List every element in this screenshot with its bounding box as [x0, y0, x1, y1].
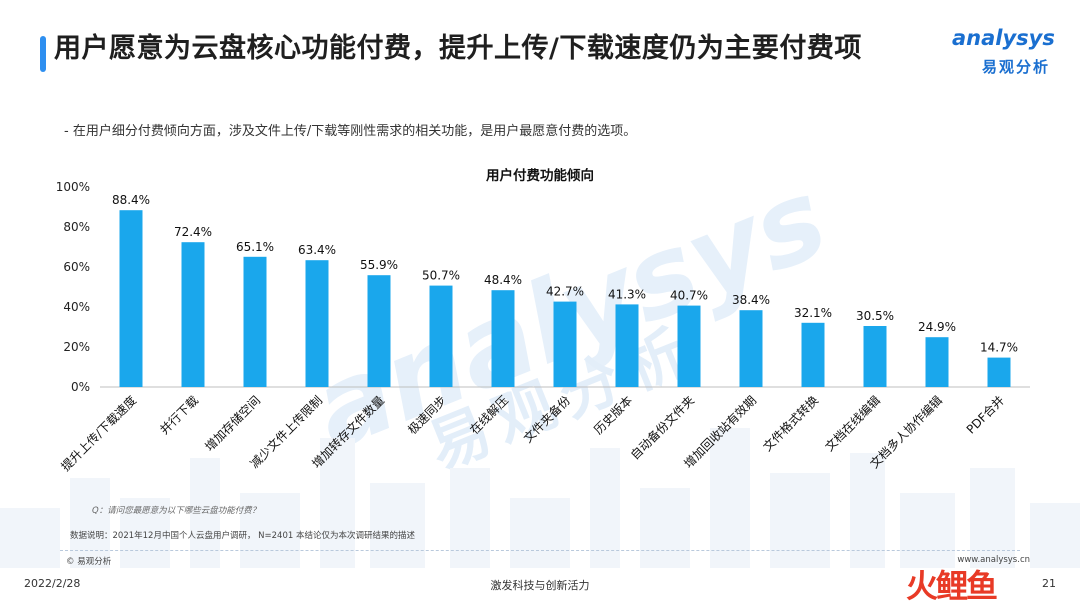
bar-value-label: 63.4% — [298, 243, 336, 257]
page-title: 用户愿意为云盘核心功能付费，提升上传/下载速度仍为主要付费项 — [54, 33, 862, 64]
bar — [739, 310, 763, 387]
bar-value-label: 42.7% — [546, 285, 584, 299]
summary-bullet: - 在用户细分付费倾向方面，涉及文件上传/下载等刚性需求的相关功能，是用户最愿意… — [64, 124, 637, 139]
title-accent-bar — [40, 36, 46, 72]
x-category-label: 极速同步 — [405, 393, 449, 437]
bar-value-label: 40.7% — [670, 289, 708, 303]
bar-value-label: 30.5% — [856, 309, 894, 323]
bar — [863, 326, 887, 387]
y-tick-label: 100% — [56, 180, 90, 194]
x-category-label: PDF合并 — [963, 393, 1007, 437]
bar-value-label: 50.7% — [422, 269, 460, 283]
skyline-background — [0, 428, 1080, 568]
bar-chart: 0% 20% 40% 60% 80% 100% 88.4% 提升上传/下载速度 72.4% 并行下… — [56, 180, 1030, 474]
x-category-label: 历史版本 — [591, 393, 635, 437]
bar — [367, 275, 391, 387]
bar-value-label: 48.4% — [484, 273, 522, 287]
bar-value-label: 14.7% — [980, 341, 1018, 355]
y-tick-label: 80% — [63, 220, 90, 234]
y-tick-label: 0% — [71, 380, 90, 394]
x-category-label: 在线解压 — [467, 393, 511, 437]
x-category-label: 文档在线编辑 — [822, 393, 884, 455]
y-tick-label: 60% — [63, 260, 90, 274]
bar — [305, 260, 329, 387]
watermark-stamp: 火鲤鱼 — [906, 567, 998, 605]
footer-divider — [60, 550, 1020, 551]
bar-value-label: 24.9% — [918, 320, 956, 334]
y-tick-label: 40% — [63, 300, 90, 314]
bar — [677, 305, 701, 387]
bar — [119, 210, 143, 387]
bar — [925, 337, 949, 387]
bar — [491, 290, 515, 387]
bar — [801, 322, 825, 387]
report-date: 2022/2/28 — [24, 577, 81, 590]
logo-wordmark: analysys — [952, 26, 1055, 50]
copyright: © 易观分析 — [66, 557, 112, 567]
survey-question: Q：请问您最愿意为以下哪些云盘功能付费？ — [92, 506, 261, 516]
website-link[interactable]: www.analysys.cn — [957, 555, 1030, 565]
bar — [181, 242, 205, 387]
slogan: 激发科技与创新活力 — [490, 579, 590, 592]
bar — [615, 304, 639, 387]
bar-value-label: 88.4% — [112, 193, 150, 207]
x-category-label: 自动备份文件夹 — [627, 393, 697, 463]
chart-title: 用户付费功能倾向 — [486, 168, 594, 184]
x-category-label: 并行下载 — [157, 393, 201, 437]
x-category-label: 提升上传/下载速度 — [58, 393, 139, 474]
bar — [243, 256, 267, 387]
logo-chinese: 易观分析 — [982, 58, 1051, 76]
bar-value-label: 32.1% — [794, 306, 832, 320]
brand-logo: analysys 易观分析 — [952, 26, 1062, 80]
bar-value-label: 55.9% — [360, 258, 398, 272]
bar-value-label: 72.4% — [174, 225, 212, 239]
x-category-label: 文件格式转换 — [760, 393, 822, 455]
bar — [429, 285, 453, 387]
bar-value-label: 65.1% — [236, 240, 274, 254]
x-category-label: 文件夹备份 — [520, 393, 573, 446]
data-note: 数据说明：2021年12月中国个人云盘用户调研， N=2401 本结论仅为本次调… — [70, 531, 415, 541]
bar — [987, 357, 1011, 387]
bar — [553, 301, 577, 387]
page-number: 21 — [1042, 577, 1056, 590]
bar-value-label: 38.4% — [732, 293, 770, 307]
y-tick-label: 20% — [63, 340, 90, 354]
x-category-label: 增加存储空间 — [202, 393, 264, 455]
bar-value-label: 41.3% — [608, 287, 646, 301]
